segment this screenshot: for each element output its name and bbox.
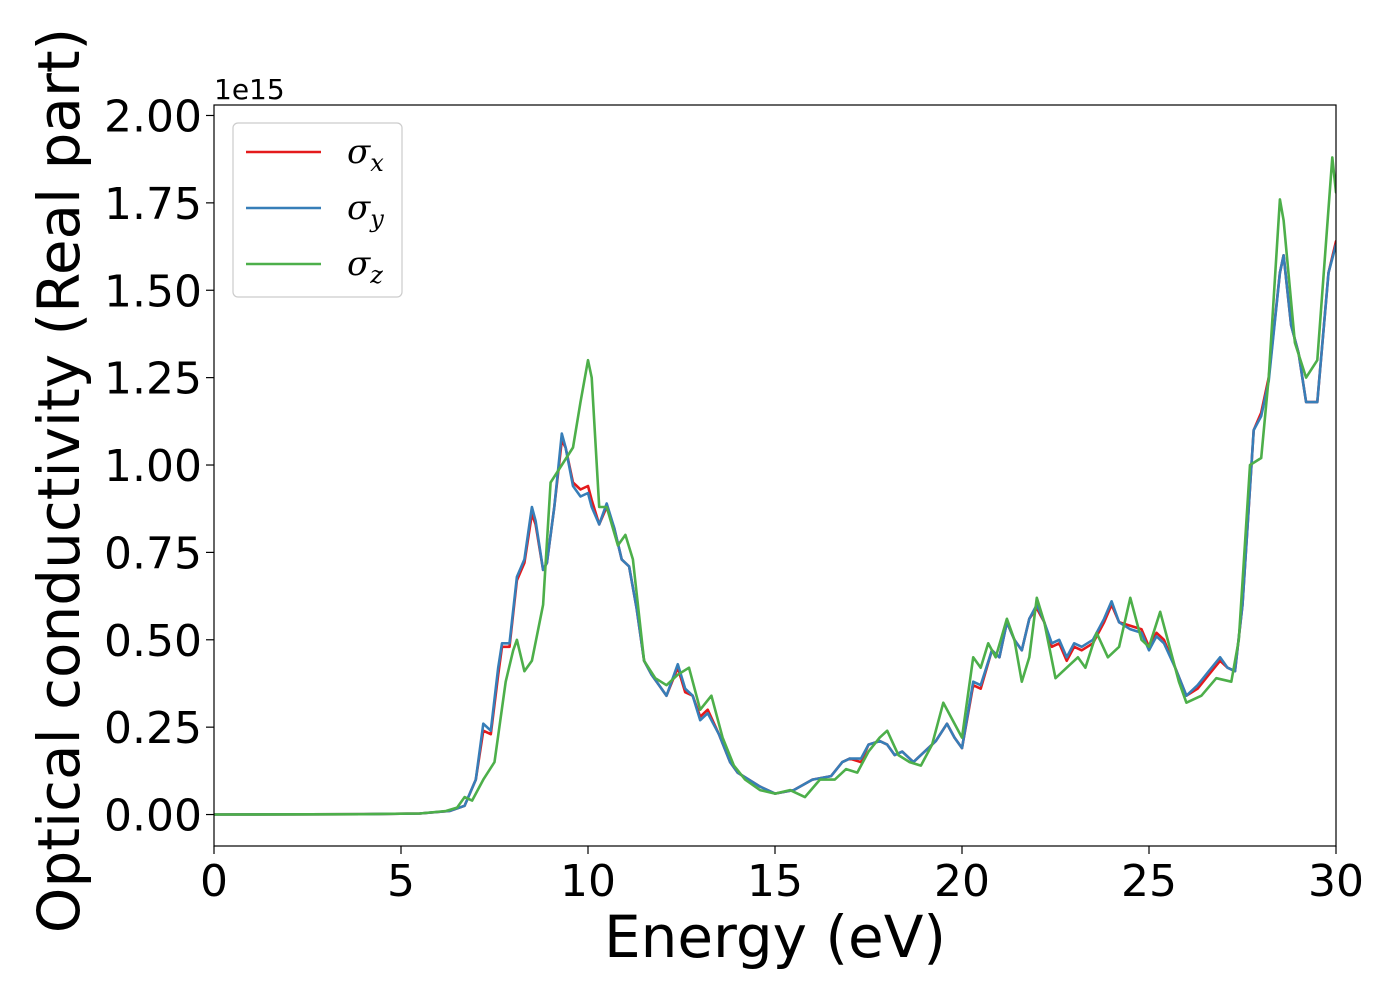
x-tick-label: 25 — [1121, 856, 1177, 907]
y-tick-label: 2.00 — [104, 91, 202, 142]
x-tick-label: 20 — [934, 856, 990, 907]
x-tick-label: 15 — [747, 856, 803, 907]
legend-label-x: σx — [347, 132, 384, 177]
legend-box — [232, 122, 403, 298]
x-axis-title: Energy (eV) — [604, 903, 946, 971]
x-tick-label: 30 — [1308, 856, 1364, 907]
x-axis: 0 5 10 15 20 25 30 — [200, 846, 1364, 907]
x-tick-label: 10 — [560, 856, 616, 907]
series-line-x — [214, 240, 1336, 816]
y-tick-label: 1.00 — [104, 441, 202, 492]
legend-label-y: σy — [347, 188, 384, 233]
y-offset-label: 1e15 — [214, 73, 285, 106]
y-tick-label: 0.50 — [104, 616, 202, 667]
y-axis-title: Optical conductivity (Real part) — [25, 28, 93, 933]
series-layer — [214, 156, 1336, 816]
legend: σx σy σz — [232, 122, 403, 298]
y-tick-label: 0.25 — [104, 703, 202, 754]
series-line-z — [214, 156, 1336, 816]
x-tick-label: 5 — [387, 856, 415, 907]
y-tick-label: 1.50 — [104, 266, 202, 317]
series-line-y — [214, 243, 1336, 816]
y-tick-label: 0.00 — [104, 791, 202, 842]
y-tick-label: 1.75 — [104, 179, 202, 230]
y-tick-label: 1.25 — [104, 354, 202, 405]
legend-label-z: σz — [347, 244, 383, 289]
y-axis: 0.00 0.25 0.50 0.75 1.00 1.25 1.50 1.75 2.00 — [104, 91, 214, 842]
y-tick-label: 0.75 — [104, 528, 202, 579]
x-tick-label: 0 — [200, 856, 228, 907]
